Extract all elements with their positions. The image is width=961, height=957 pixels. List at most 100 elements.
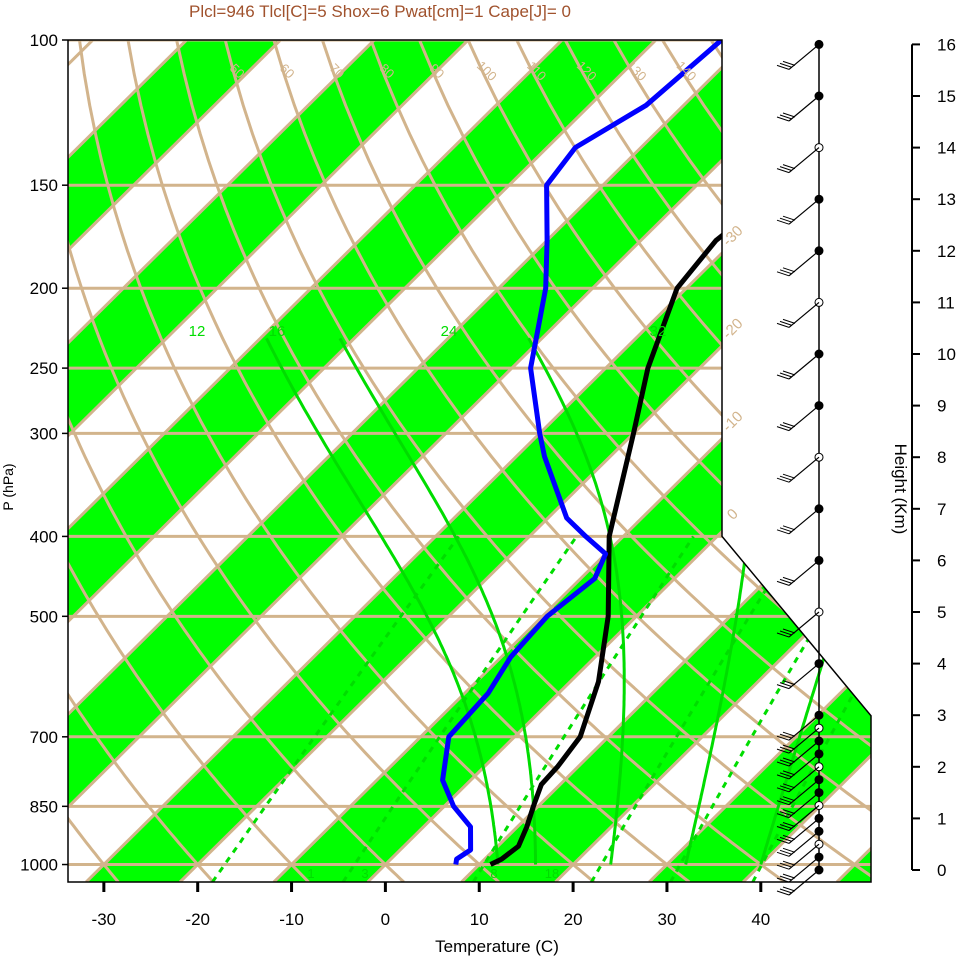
x-tick-label: 20 [564, 910, 583, 929]
wind-barb-feather [782, 770, 796, 776]
wind-barb-feather [776, 748, 790, 754]
wind-barb-feather [776, 851, 790, 857]
wind-barb-feather [779, 849, 793, 855]
wind-barb-feather [776, 735, 790, 741]
wind-barb [788, 95, 820, 122]
mixing-ratio-label: 1 [307, 866, 314, 881]
wind-barb-feather [782, 318, 796, 324]
wind-barb-feather [782, 628, 796, 634]
x-tick-label: -20 [185, 910, 210, 929]
height-tick-label: 6 [937, 551, 946, 570]
wind-profile [776, 39, 824, 896]
wind-barb [788, 250, 820, 277]
wind-barb [788, 559, 820, 586]
wind-barb [788, 353, 820, 380]
wind-barb-feather [779, 772, 793, 778]
wind-barb-feather [782, 60, 796, 66]
height-tick-label: 8 [937, 448, 946, 467]
isotherm-label: -30 [719, 222, 746, 249]
wind-barb-feather [782, 873, 796, 879]
height-tick-label: 15 [937, 87, 956, 106]
wind-barb-feather [779, 875, 793, 881]
height-tick-label: 0 [937, 861, 946, 880]
wind-barb-feather [776, 426, 790, 432]
wind-barb-feather [782, 783, 796, 789]
y-tick-label: 850 [30, 797, 58, 816]
wind-barb-feather [776, 774, 790, 780]
wind-barb-feather [779, 372, 793, 378]
wind-barb-feather [782, 473, 796, 479]
wind-barb-feather [779, 733, 793, 739]
wind-barb-feather [776, 219, 790, 225]
dry-adiabat [68, 40, 120, 882]
wind-barb-feather [776, 632, 790, 638]
band [68, 40, 469, 882]
wind-barb-feather [776, 800, 790, 806]
wind-barb-feather [776, 890, 790, 896]
wind-barb-feather [776, 168, 790, 174]
wind-barb-feather [782, 164, 796, 170]
wind-barb-feather [782, 525, 796, 531]
height-tick-label: 5 [937, 603, 946, 622]
wind-barb [788, 405, 820, 432]
wind-barb [788, 147, 820, 174]
isotherm [68, 40, 657, 882]
y-tick-label: 500 [30, 607, 58, 626]
mixing-ratio-line [472, 535, 695, 882]
y-tick-label: 200 [30, 279, 58, 298]
wind-barb-feather [779, 630, 793, 636]
moist-adiabat [265, 337, 500, 865]
wind-barb [788, 43, 820, 70]
wind-barb-feather [782, 744, 796, 750]
wind-barb-feather [779, 527, 793, 533]
x-axis-label: Temperature (C) [435, 937, 559, 956]
wind-barb-feather [779, 824, 793, 829]
height-tick-label: 11 [937, 293, 955, 312]
wind-barb [788, 856, 820, 883]
x-tick-label: 10 [470, 910, 489, 929]
wind-barb [788, 456, 820, 483]
wind-barb-feather [779, 836, 793, 842]
wind-barb-feather [779, 62, 793, 68]
wind-barb-feather [776, 787, 790, 793]
isotherm [68, 40, 751, 882]
isotherm-label: 0 [724, 506, 742, 524]
wind-barb-feather [779, 759, 793, 765]
mixing-ratio-label: 18 [545, 866, 559, 881]
isotherm [178, 40, 871, 882]
dry-adiabat [272, 40, 871, 882]
x-tick-label: -10 [279, 910, 304, 929]
y-tick-label: 1000 [20, 856, 58, 875]
height-tick-label: 2 [937, 758, 946, 777]
wind-barb-feather [782, 112, 796, 118]
wind-barb-feather [782, 422, 796, 428]
y-tick-label: 100 [30, 31, 58, 50]
dry-adiabat [418, 40, 871, 882]
x-tick-label: 40 [751, 910, 770, 929]
wind-barb-feather [779, 578, 793, 584]
isopleth-grid [0, 40, 871, 882]
height-tick-label: 9 [937, 397, 946, 416]
dry-adiabat [466, 40, 871, 882]
y-tick-label: 700 [30, 728, 58, 747]
wind-barb-feather [776, 838, 790, 844]
wind-barb-feather [776, 877, 790, 883]
wind-barb-feather [776, 374, 790, 380]
dry-adiabat [0, 40, 23, 882]
wind-barb-feather [779, 320, 793, 326]
wind-barb [788, 508, 820, 535]
y-tick-label: 400 [30, 527, 58, 546]
isotherm [68, 40, 564, 882]
wind-barb-feather [779, 475, 793, 481]
profile-dewpoint [440, 40, 724, 865]
wind-barb-feather [782, 834, 796, 840]
isotherm [68, 40, 845, 882]
x-tick-label: 30 [657, 910, 676, 929]
isotherm-label: -20 [719, 315, 746, 342]
wind-barb-feather [776, 116, 790, 122]
isotherm [648, 40, 871, 882]
isotherm [68, 40, 470, 882]
wind-barb-feather [782, 215, 796, 221]
wind-barb-feather [782, 731, 796, 737]
frame-outline [67, 39, 872, 883]
